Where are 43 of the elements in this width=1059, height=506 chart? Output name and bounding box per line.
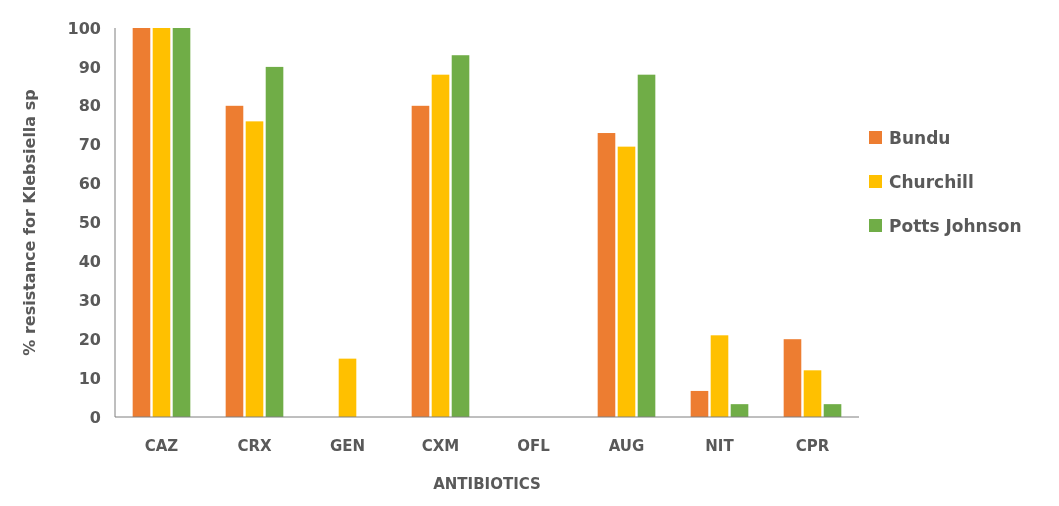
x-tick-label: CPR — [795, 437, 830, 455]
bar — [617, 146, 636, 417]
bar — [245, 121, 264, 417]
legend-label: Churchill — [889, 171, 974, 192]
bar — [265, 66, 284, 417]
x-tick-label: NIT — [705, 437, 735, 455]
y-tick-label: 0 — [89, 407, 101, 427]
y-tick-label: 60 — [78, 174, 101, 194]
y-tick-label: 30 — [78, 290, 101, 310]
y-tick-label: 70 — [78, 135, 101, 155]
bar — [783, 339, 802, 417]
bar — [225, 105, 244, 417]
legend-label: Bundu — [889, 127, 951, 148]
y-tick-label: 20 — [78, 329, 101, 349]
bar — [338, 358, 357, 417]
bar — [690, 390, 709, 417]
bar — [823, 404, 842, 417]
bar — [710, 335, 729, 417]
bar — [152, 28, 171, 417]
bar — [172, 28, 191, 417]
y-tick-label: 90 — [78, 57, 101, 77]
bar — [451, 55, 470, 417]
x-axis-title: ANTIBIOTICS — [433, 475, 541, 493]
bar — [132, 28, 151, 417]
x-tick-label: CAZ — [144, 437, 179, 455]
legend-label: Potts Johnson — [889, 215, 1022, 236]
bar — [431, 74, 450, 417]
x-tick-label: CRX — [237, 437, 272, 455]
bar — [597, 133, 616, 417]
bar — [730, 404, 749, 417]
bar — [637, 74, 656, 417]
x-tick-label: OFL — [517, 437, 551, 455]
y-tick-label: 40 — [78, 252, 101, 271]
y-tick-label: 50 — [78, 213, 101, 233]
x-tick-label: GEN — [329, 437, 366, 455]
bar — [803, 370, 822, 417]
y-tick-label: 10 — [78, 368, 101, 388]
y-tick-label: 80 — [78, 96, 101, 116]
x-tick-label: AUG — [608, 437, 645, 455]
bar — [411, 105, 430, 417]
y-tick-label: 100 — [67, 18, 101, 38]
x-tick-label: CXM — [421, 437, 460, 455]
y-axis-title: % resistance for Klebsiella sp — [20, 89, 39, 356]
